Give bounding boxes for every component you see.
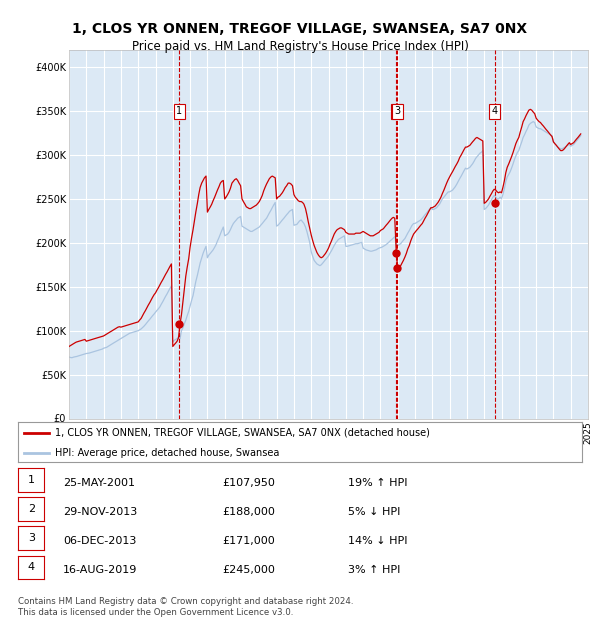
Text: 06-DEC-2013: 06-DEC-2013 [63, 536, 136, 546]
Text: 16-AUG-2019: 16-AUG-2019 [63, 565, 137, 575]
Text: 14% ↓ HPI: 14% ↓ HPI [348, 536, 407, 546]
Text: 3% ↑ HPI: 3% ↑ HPI [348, 565, 400, 575]
Text: 4: 4 [492, 106, 498, 116]
Text: 1, CLOS YR ONNEN, TREGOF VILLAGE, SWANSEA, SA7 0NX: 1, CLOS YR ONNEN, TREGOF VILLAGE, SWANSE… [73, 22, 527, 36]
Text: 29-NOV-2013: 29-NOV-2013 [63, 507, 137, 517]
Text: 19% ↑ HPI: 19% ↑ HPI [348, 477, 407, 488]
Text: 4: 4 [28, 562, 35, 572]
Text: 1: 1 [176, 106, 182, 116]
Text: 3: 3 [394, 106, 400, 116]
Text: 2: 2 [28, 504, 35, 514]
Text: Price paid vs. HM Land Registry's House Price Index (HPI): Price paid vs. HM Land Registry's House … [131, 40, 469, 53]
Text: HPI: Average price, detached house, Swansea: HPI: Average price, detached house, Swan… [55, 448, 279, 458]
Text: Contains HM Land Registry data © Crown copyright and database right 2024.
This d: Contains HM Land Registry data © Crown c… [18, 598, 353, 617]
Text: £171,000: £171,000 [222, 536, 275, 546]
Text: £107,950: £107,950 [222, 477, 275, 488]
Text: 5% ↓ HPI: 5% ↓ HPI [348, 507, 400, 517]
Text: £188,000: £188,000 [222, 507, 275, 517]
Text: 2: 2 [393, 106, 399, 116]
Text: 3: 3 [28, 533, 35, 543]
Text: 1, CLOS YR ONNEN, TREGOF VILLAGE, SWANSEA, SA7 0NX (detached house): 1, CLOS YR ONNEN, TREGOF VILLAGE, SWANSE… [55, 428, 430, 438]
Text: 25-MAY-2001: 25-MAY-2001 [63, 477, 135, 488]
Text: 1: 1 [28, 475, 35, 485]
Text: £245,000: £245,000 [222, 565, 275, 575]
